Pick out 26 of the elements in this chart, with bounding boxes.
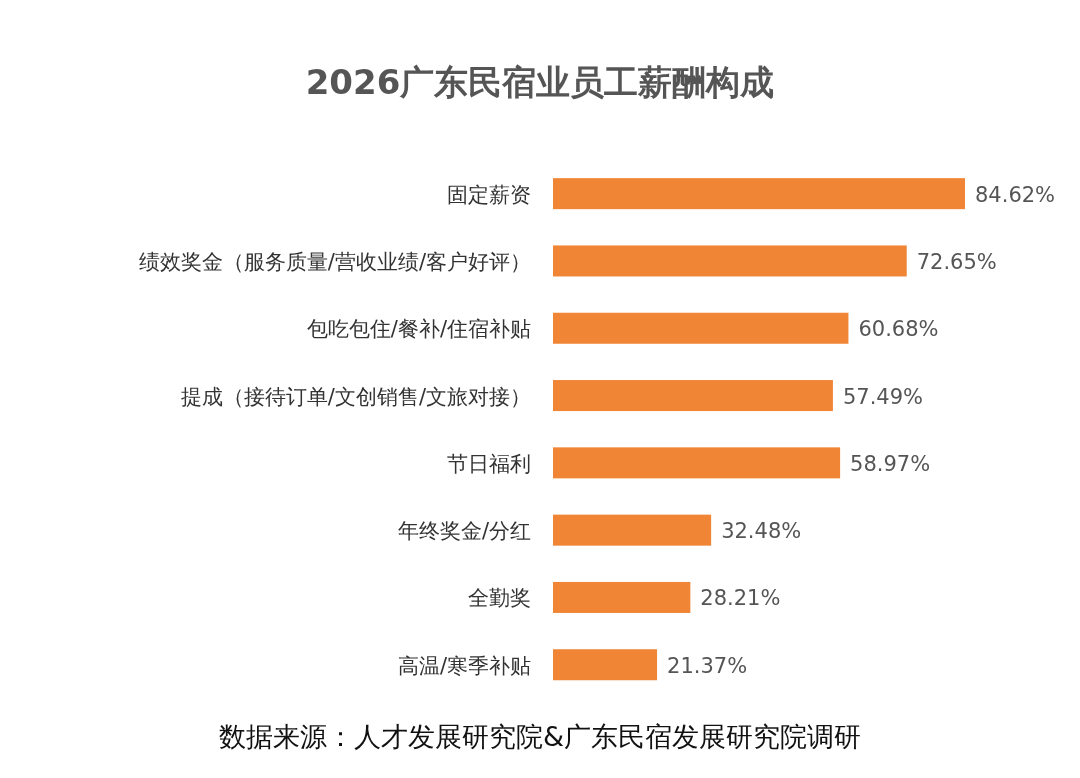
bar bbox=[553, 178, 965, 210]
data-label: 21.37% bbox=[667, 653, 748, 678]
bar bbox=[553, 649, 658, 681]
data-label: 60.68% bbox=[858, 317, 939, 342]
chart-title: 2026广东民宿业员工薪酬构成 bbox=[305, 62, 775, 102]
data-label: 58.97% bbox=[850, 451, 931, 476]
y-tick-label: 固定薪资 bbox=[447, 182, 531, 207]
data-label: 28.21% bbox=[700, 586, 781, 611]
data-label: 84.62% bbox=[975, 182, 1056, 207]
data-label: 57.49% bbox=[842, 384, 923, 409]
y-tick-label: 全勤奖 bbox=[468, 586, 531, 611]
data-label: 32.48% bbox=[721, 519, 802, 544]
y-tick-label: 绩效奖金（服务质量/营收业绩/客户好评） bbox=[138, 249, 531, 274]
bar bbox=[553, 581, 691, 613]
bar bbox=[553, 380, 833, 412]
y-tick-label: 包吃包住/餐补/住宿补贴 bbox=[306, 317, 531, 342]
bar bbox=[553, 245, 907, 277]
bar bbox=[553, 447, 841, 479]
bar bbox=[553, 514, 712, 546]
y-tick-label: 提成（接待订单/文创销售/文旅对接） bbox=[180, 384, 531, 409]
y-tick-label: 高温/寒季补贴 bbox=[397, 653, 531, 678]
data-label: 72.65% bbox=[916, 249, 997, 274]
y-tick-label: 节日福利 bbox=[447, 451, 531, 476]
source-note: 数据来源：人才发展研究院&广东民宿发展研究院调研 bbox=[218, 721, 862, 752]
bar bbox=[553, 312, 849, 344]
y-tick-label: 年终奖金/分红 bbox=[397, 519, 531, 544]
